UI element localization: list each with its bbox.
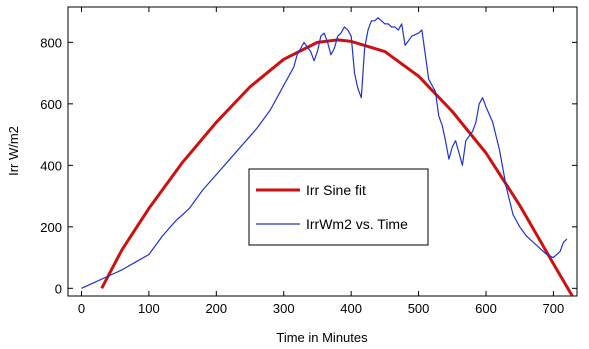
x-axis-ticks: 0 100 200 300 400 500 600 700: [78, 7, 564, 316]
x-tick-label: 0: [78, 301, 85, 316]
legend: Irr Sine fit IrrWm2 vs. Time: [248, 168, 429, 246]
x-tick-label: 100: [138, 301, 160, 316]
plot-area: [67, 6, 578, 297]
legend-box: [248, 168, 429, 246]
y-axis-ticks: 0 200 400 600 800: [40, 35, 577, 296]
y-axis-label: Irr W/m2: [6, 126, 21, 176]
y-tick-label: 200: [40, 220, 62, 235]
x-axis-label: Time in Minutes: [276, 330, 368, 345]
x-tick-label: 600: [475, 301, 497, 316]
x-tick-label: 500: [408, 301, 430, 316]
y-tick-label: 600: [40, 97, 62, 112]
x-tick-label: 700: [543, 301, 565, 316]
x-tick-label: 200: [205, 301, 227, 316]
y-tick-label: 0: [55, 281, 62, 296]
series-line-sine-fit: [100, 38, 574, 296]
x-tick-label: 400: [340, 301, 362, 316]
legend-label-sine-fit: Irr Sine fit: [306, 182, 366, 198]
y-tick-label: 400: [40, 158, 62, 173]
series-line-measured: [81, 17, 568, 289]
y-tick-label: 800: [40, 35, 62, 50]
x-tick-label: 300: [273, 301, 295, 316]
series-layer: [81, 17, 574, 296]
legend-label-measured: IrrWm2 vs. Time: [306, 216, 408, 232]
